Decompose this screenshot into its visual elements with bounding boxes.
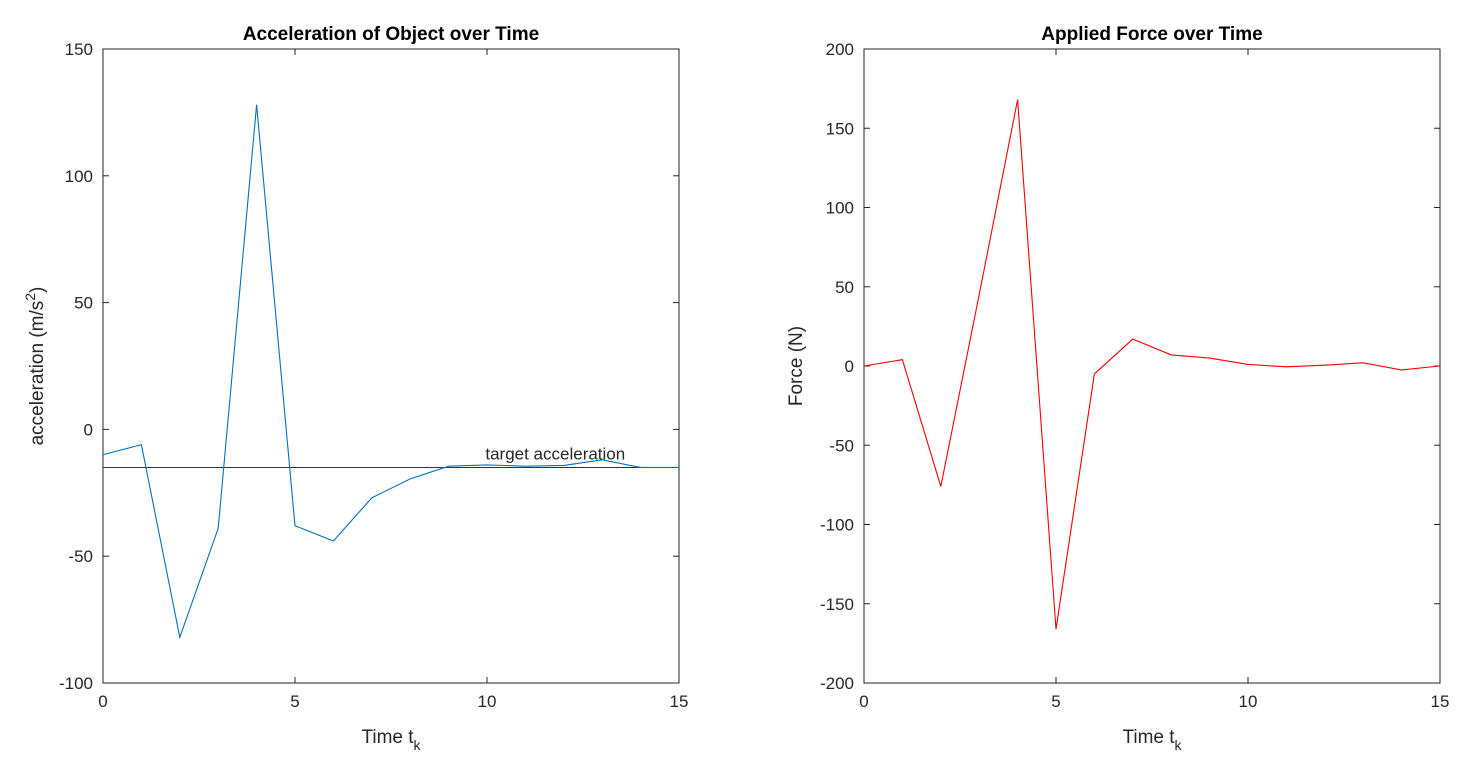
y-axis-label-end: )	[27, 287, 48, 293]
y-tick-label: 100	[65, 167, 93, 186]
y-tick-label: 50	[74, 294, 93, 313]
plot-area-box	[102, 48, 680, 684]
x-axis-label-text: Time t	[361, 727, 414, 748]
y-tick-label: -100	[820, 516, 854, 535]
y-tick-label: -150	[820, 595, 854, 614]
y-tick-label: 50	[835, 278, 854, 297]
y-tick-label: 150	[826, 119, 854, 138]
chart-title: Applied Force over Time	[1041, 24, 1262, 45]
x-axis-label-subscript: k	[1175, 737, 1183, 753]
x-tick-label: 10	[1239, 692, 1258, 711]
y-tick-label: 0	[84, 420, 93, 439]
y-axis-label-superscript: 2	[22, 293, 38, 301]
y-tick-label: -200	[820, 674, 854, 693]
x-tick-label: 5	[1051, 692, 1060, 711]
x-axis-label: Time tk	[361, 727, 421, 753]
y-tick-label: 100	[826, 199, 854, 218]
y-axis-label-text: Force (N)	[786, 326, 807, 406]
y-tick-label: -50	[68, 547, 93, 566]
chart-title: Acceleration of Object over Time	[243, 24, 539, 45]
x-tick-label: 5	[290, 692, 299, 711]
y-tick-label: 0	[845, 357, 854, 376]
plot-area-box	[863, 48, 1441, 684]
y-tick-label: -50	[829, 436, 854, 455]
target-annotation: target acceleration	[485, 444, 625, 463]
x-tick-label: 10	[478, 692, 497, 711]
y-axis-label: Force (N)	[786, 326, 807, 406]
chart-2: 0 5 10 15 -200 -150 -100 -50 0 50 100 150 200 Applied…	[786, 24, 1449, 753]
x-tick-label: 15	[670, 692, 689, 711]
y-tick-label: 150	[65, 40, 93, 59]
series-line-1	[102, 104, 679, 640]
chart-1: 0 5 10 15 -100 -50 0 50 100 150 Acceleration of Ob…	[22, 24, 688, 753]
y-axis-label: acceleration (m/s2)	[22, 287, 48, 446]
x-tick-label: 0	[859, 692, 868, 711]
x-axis-label: Time tk	[1122, 727, 1182, 753]
y-tick-label: -100	[59, 674, 93, 693]
x-axis-label-text: Time t	[1122, 727, 1175, 748]
y-tick-label: 200	[826, 40, 854, 59]
series-line-1	[863, 99, 1441, 630]
x-tick-label: 15	[1431, 692, 1450, 711]
y-axis-label-text: acceleration (m/s	[27, 301, 48, 446]
x-tick-label: 0	[98, 692, 107, 711]
x-axis-label-subscript: k	[414, 737, 422, 753]
